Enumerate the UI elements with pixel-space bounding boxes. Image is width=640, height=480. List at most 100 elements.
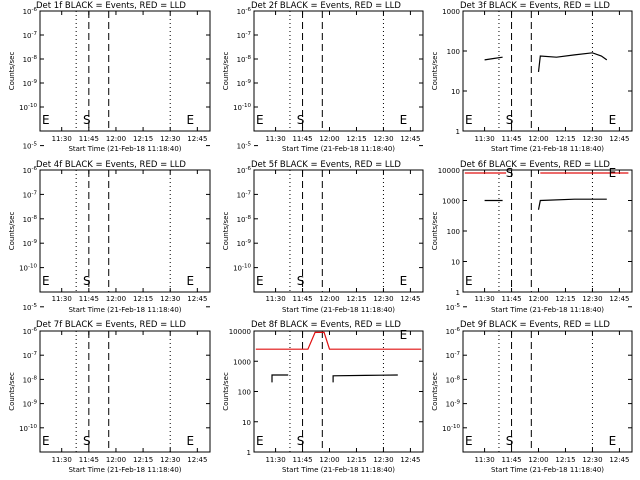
x-tick-label: 11:45 <box>292 295 312 303</box>
events-series-line <box>332 374 398 383</box>
x-tick-label: 11:30 <box>474 295 494 303</box>
plot-title: Det 8f BLACK = Events, RED = LLD <box>251 320 401 330</box>
y-tick-label: 10-5 <box>23 303 38 312</box>
x-tick-label: 12:00 <box>106 456 126 464</box>
y-tick-label: 10-6 <box>237 7 252 16</box>
x-tick-label: 12:30 <box>373 295 393 303</box>
y-tick-label: 10-10 <box>19 103 37 112</box>
y-tick-label: 10-9 <box>23 79 38 88</box>
y-tick-label: 1000 <box>233 358 251 366</box>
x-tick-label: 12:30 <box>373 135 393 143</box>
corner-e-marker: E <box>256 274 264 288</box>
y-tick-label: 1 <box>456 289 460 297</box>
y-tick-label: 10-9 <box>23 239 38 248</box>
x-tick-label: 11:45 <box>292 456 312 464</box>
x-tick-label: 12:15 <box>346 456 366 464</box>
x-tick-label: 11:45 <box>79 456 99 464</box>
detector-plot-9: Det 9f BLACK = Events, RED = LLD 10-10 10-… <box>431 303 633 474</box>
end-marker: E <box>186 113 194 127</box>
y-tick-label: 10-8 <box>23 55 38 64</box>
x-tick-label: 11:30 <box>52 456 72 464</box>
start-marker: S <box>297 113 305 127</box>
y-tick-label: 10-7 <box>23 190 38 199</box>
y-axis-label: Counts/sec <box>8 52 16 91</box>
detector-plot-2: Det 2f BLACK = Events, RED = LLD 10-10 10-… <box>222 1 424 153</box>
y-axis-label: Counts/sec <box>222 212 230 251</box>
start-marker: S <box>83 434 91 448</box>
y-tick-label: 10-8 <box>23 375 38 384</box>
y-axis-label: Counts/sec <box>222 372 230 411</box>
x-axis-label: Start Time (21-Feb-18 11:18:40) <box>68 306 181 314</box>
start-marker: S <box>297 274 305 288</box>
x-tick-label: 11:30 <box>265 456 285 464</box>
x-tick-label: 11:30 <box>265 135 285 143</box>
x-tick-label: 12:30 <box>160 456 180 464</box>
corner-e-marker: E <box>465 274 473 288</box>
corner-e-marker: E <box>465 113 473 127</box>
detector-plot-3: Det 3f BLACK = Events, RED = LLD 1 10 100 10… <box>431 1 633 153</box>
plot-axes-box <box>253 169 424 293</box>
x-tick-label: 12:00 <box>528 295 548 303</box>
y-tick-label: 10 <box>451 88 460 96</box>
y-tick-label: 10-8 <box>23 215 38 224</box>
y-tick-label: 10-10 <box>19 264 37 273</box>
y-tick-label: 10000 <box>229 328 251 336</box>
x-tick-label: 12:15 <box>346 295 366 303</box>
y-tick-label: 10-10 <box>19 424 37 433</box>
x-axis-label: Start Time (21-Feb-18 11:18:40) <box>68 145 181 153</box>
x-tick-label: 12:00 <box>106 135 126 143</box>
x-tick-label: 12:45 <box>609 456 629 464</box>
y-tick-label: 10 <box>451 259 460 267</box>
detector-plot-5: Det 5f BLACK = Events, RED = LLD 10-10 10-… <box>222 142 424 314</box>
detector-plot-8: Det 8f BLACK = Events, RED = LLD 1 10 100 10… <box>222 320 424 474</box>
x-tick-label: 12:15 <box>555 135 575 143</box>
x-tick-label: 11:30 <box>474 135 494 143</box>
end-marker: E <box>609 113 617 127</box>
end-marker: E <box>400 113 408 127</box>
y-tick-label: 10-10 <box>233 264 251 273</box>
x-tick-label: 12:15 <box>133 295 153 303</box>
y-tick-label: 1000 <box>442 8 460 16</box>
events-series-line <box>484 56 503 61</box>
x-axis-label: Start Time (21-Feb-18 11:18:40) <box>282 466 395 474</box>
x-tick-label: 11:30 <box>474 456 494 464</box>
x-tick-label: 12:45 <box>187 456 207 464</box>
x-tick-label: 12:45 <box>400 295 420 303</box>
detector-plot-4: Det 4f BLACK = Events, RED = LLD 10-10 10-… <box>8 142 211 314</box>
plot-title: Det 5f BLACK = Events, RED = LLD <box>251 160 401 170</box>
plot-title: Det 3f BLACK = Events, RED = LLD <box>460 1 610 11</box>
y-tick-label: 10-6 <box>23 327 38 336</box>
x-tick-label: 12:15 <box>133 456 153 464</box>
y-tick-label: 10-9 <box>237 79 252 88</box>
plot-title: Det 2f BLACK = Events, RED = LLD <box>251 1 401 11</box>
plot-axes-box <box>39 10 211 132</box>
x-axis-label: Start Time (21-Feb-18 11:18:40) <box>282 306 395 314</box>
x-tick-label: 12:15 <box>346 135 366 143</box>
events-series-line <box>537 198 607 210</box>
y-tick-label: 10-9 <box>237 239 252 248</box>
y-axis-label: Counts/sec <box>8 212 16 251</box>
x-tick-label: 12:45 <box>400 456 420 464</box>
y-tick-label: 10-7 <box>237 190 252 199</box>
x-tick-label: 12:15 <box>555 456 575 464</box>
y-axis-label: Counts/sec <box>431 52 439 91</box>
end-marker: E <box>186 434 194 448</box>
corner-e-marker: E <box>42 274 50 288</box>
detector-plot-7: Det 7f BLACK = Events, RED = LLD 10-10 10-… <box>8 303 211 474</box>
lld-series-line <box>255 331 422 350</box>
y-tick-label: 10-9 <box>446 400 461 409</box>
x-tick-label: 11:45 <box>79 295 99 303</box>
y-tick-label: 100 <box>238 389 251 397</box>
x-tick-label: 12:45 <box>187 295 207 303</box>
x-tick-label: 11:45 <box>501 135 521 143</box>
x-tick-label: 11:45 <box>501 295 521 303</box>
plot-axes-box <box>462 10 633 132</box>
corner-e-marker: E <box>256 113 264 127</box>
events-series-line <box>271 374 289 383</box>
x-tick-label: 12:30 <box>582 295 602 303</box>
end-marker: E <box>186 274 194 288</box>
start-marker: S <box>506 434 514 448</box>
plot-title: Det 1f BLACK = Events, RED = LLD <box>36 1 186 11</box>
plot-axes-box <box>462 169 633 293</box>
x-tick-label: 12:30 <box>582 456 602 464</box>
